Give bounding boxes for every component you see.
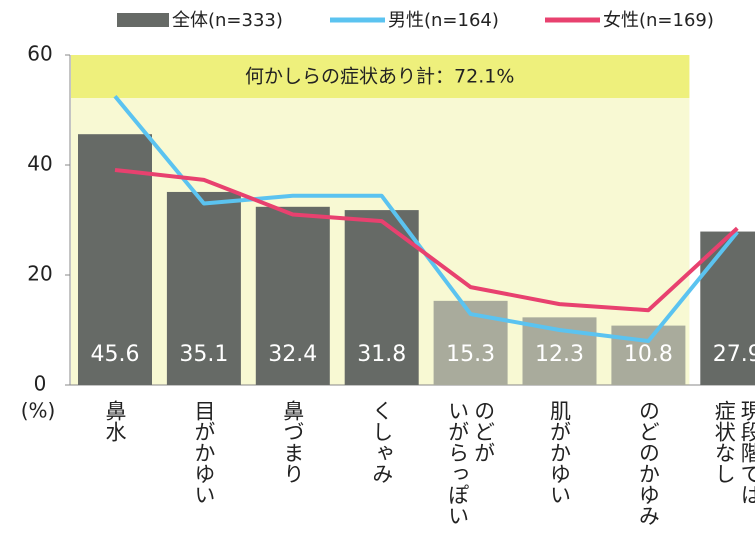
data-label: 31.8: [357, 342, 406, 367]
data-label: 35.1: [179, 342, 228, 367]
bar: [255, 206, 330, 385]
y-tick-label: 60: [27, 42, 52, 66]
legend-label: 男性(n=164): [388, 10, 499, 31]
x-tick-label: くしゃみ: [369, 400, 394, 484]
data-label: 12.3: [535, 342, 584, 367]
y-unit: (%): [21, 399, 56, 423]
bar: [78, 134, 152, 385]
y-tick-label: 20: [27, 262, 52, 286]
x-tick-label: のどのかゆみ: [636, 400, 661, 526]
bar: [166, 191, 241, 385]
data-label: 15.3: [446, 342, 495, 367]
data-label: 32.4: [268, 342, 317, 367]
bar: [700, 231, 755, 385]
data-label: 27.9: [713, 342, 755, 367]
x-tick-label: 肌がかゆい: [547, 400, 572, 505]
x-tick-label: 鼻水: [103, 400, 127, 442]
y-tick-label: 0: [34, 372, 47, 396]
series-line: [114, 167, 739, 313]
y-tick-label: 40: [27, 152, 52, 176]
x-tick-label: 鼻づまり: [280, 400, 305, 484]
annotation: 何かしらの症状あり計：72.1%: [245, 66, 514, 88]
legend-swatch: [117, 13, 169, 27]
annotation-band: [71, 55, 690, 98]
x-tick-label: のどが いがらっぽい: [445, 400, 496, 526]
legend-label: 全体(n=333): [172, 10, 283, 31]
x-tick-label: 目がかゆい: [191, 400, 216, 505]
data-label: 10.8: [624, 342, 673, 367]
data-label: 45.6: [91, 342, 140, 367]
legend-label: 女性(n=169): [603, 10, 714, 31]
bar: [611, 325, 686, 385]
x-tick-label: 現段階では 症状なし: [712, 400, 755, 505]
